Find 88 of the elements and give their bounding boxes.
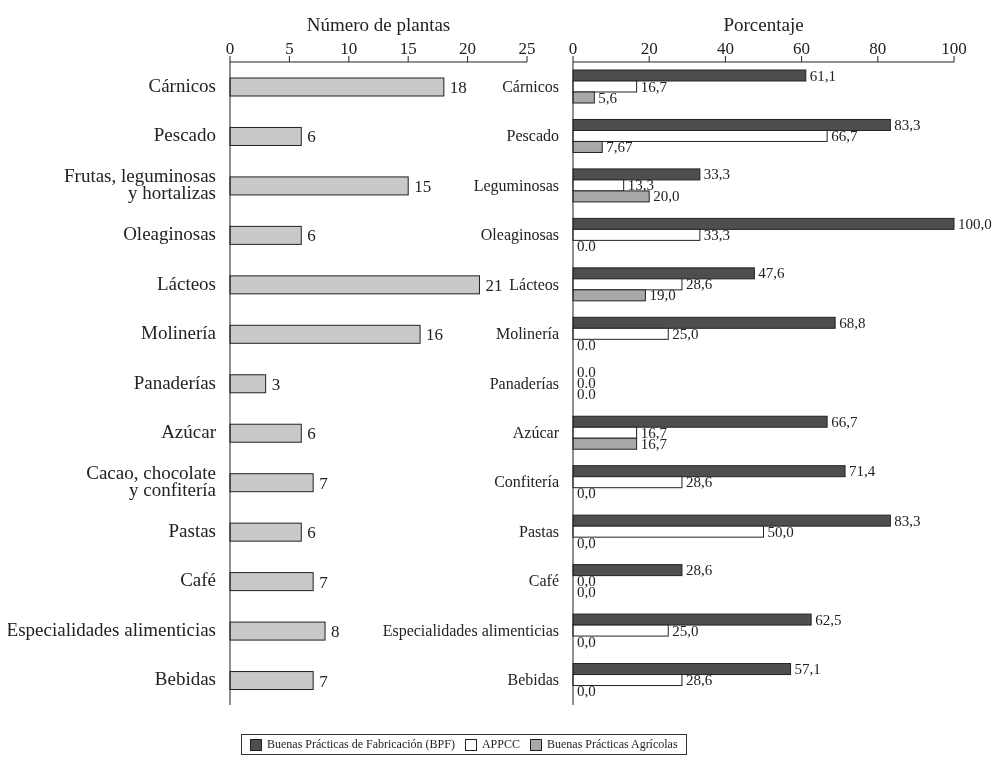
y-tick-label: Especialidades alimenticias — [382, 621, 559, 640]
chart-title: Porcentaje — [722, 14, 805, 36]
data-label: 62,5 — [815, 611, 842, 628]
y-tick-label: Pescado — [506, 127, 559, 145]
data-label: 18 — [449, 78, 467, 98]
data-label: 6 — [307, 226, 316, 246]
data-label: 66,7 — [831, 413, 858, 430]
y-tick-label: Leguminosas — [473, 176, 559, 195]
y-tick-label: Azúcar — [512, 423, 560, 441]
y-tick-label: Panaderías — [489, 374, 559, 392]
data-label: 7 — [319, 671, 329, 691]
data-label: 28,6 — [685, 672, 713, 689]
data-label: 68,8 — [839, 314, 866, 331]
data-label: 16 — [426, 325, 444, 345]
data-label: 0,0 — [577, 534, 596, 551]
data-label: 5,6 — [598, 89, 618, 106]
x-tick-label: 15 — [399, 39, 417, 58]
y-tick-label: Frutas, leguminosas y hortalizas — [64, 165, 216, 204]
data-label: 6 — [307, 523, 316, 543]
y-tick-label: Pastas — [168, 519, 216, 541]
data-label: 0,0 — [577, 485, 596, 502]
data-label: 16,7 — [640, 78, 668, 95]
data-label: 28,6 — [685, 562, 713, 579]
data-label: 6 — [307, 424, 316, 444]
data-label: 19,0 — [649, 287, 676, 304]
y-tick-label: Molinería — [495, 325, 559, 343]
x-tick-label: 10 — [340, 39, 358, 58]
data-label: 0,0 — [577, 633, 596, 650]
data-label: 83,3 — [894, 116, 921, 133]
data-label: 33,3 — [703, 166, 731, 183]
data-label: 8 — [331, 622, 340, 642]
data-label: 25,0 — [672, 325, 699, 342]
data-label: 50,0 — [767, 523, 794, 540]
y-tick-label: Azúcar — [161, 420, 217, 442]
x-tick-label: 0 — [568, 39, 578, 58]
data-label: 25,0 — [672, 622, 699, 639]
x-tick-label: 20 — [459, 39, 477, 58]
data-label: 61,1 — [809, 67, 837, 84]
y-tick-label: Cacao, chocolate y confitería — [86, 461, 217, 500]
data-label: 0.0 — [577, 237, 596, 254]
data-label: 7,67 — [606, 138, 633, 155]
y-tick-label: Molinería — [141, 322, 217, 344]
legend-label: APPCC — [480, 737, 520, 752]
x-tick-label: 80 — [869, 39, 887, 58]
data-label: 28,6 — [685, 276, 713, 293]
data-label: 66,7 — [831, 127, 858, 144]
data-label: 100,0 — [958, 215, 992, 232]
x-tick-label: 5 — [285, 39, 294, 58]
y-tick-label: Café — [528, 572, 559, 590]
data-label: 28,6 — [685, 474, 713, 491]
data-label: 57,1 — [794, 661, 821, 678]
y-tick-label: Confitería — [494, 473, 559, 491]
y-tick-label: Especialidades alimenticias — [6, 618, 216, 640]
data-label: 83,3 — [894, 512, 921, 529]
x-tick-label: 0 — [225, 39, 235, 58]
data-label: 15 — [414, 176, 432, 196]
data-label: 71,4 — [849, 463, 876, 480]
y-tick-label: Lácteos — [509, 275, 559, 293]
data-label: 21 — [485, 275, 503, 295]
y-tick-label: Pastas — [519, 522, 559, 540]
chart-title: Número de plantas — [305, 14, 452, 36]
y-tick-label: Pescado — [153, 124, 216, 146]
data-label: 33,3 — [703, 226, 731, 243]
data-label: 3 — [271, 374, 281, 394]
x-tick-label: 25 — [518, 39, 536, 58]
data-label: 0,0 — [577, 683, 596, 700]
legend-label: Buenas Prácticas Agrícolas — [546, 737, 678, 752]
y-tick-label: Lácteos — [156, 272, 216, 294]
x-tick-label: 60 — [793, 39, 811, 58]
legend-label: Buenas Prácticas de Fabricación (BPF) — [266, 737, 455, 752]
data-label: 7 — [319, 572, 329, 592]
data-label: 47,6 — [758, 265, 786, 282]
data-label: 0.0 — [577, 336, 596, 353]
data-label: 20,0 — [653, 188, 680, 205]
data-label: 13,3 — [627, 177, 654, 194]
x-tick-label: 40 — [716, 39, 734, 58]
y-tick-label: Café — [180, 569, 216, 591]
x-tick-label: 100 — [941, 39, 967, 58]
data-label: 7 — [319, 473, 329, 493]
y-tick-label: Bebidas — [154, 668, 216, 690]
y-tick-label: Cárnicos — [502, 77, 559, 95]
data-label: 6 — [307, 127, 316, 147]
y-tick-label: Cárnicos — [148, 74, 216, 96]
y-tick-label: Oleaginosas — [480, 226, 559, 245]
x-tick-label: 20 — [640, 39, 658, 58]
y-tick-label: Panaderías — [133, 371, 216, 393]
y-tick-label: Oleaginosas — [123, 223, 216, 245]
y-tick-label: Bebidas — [507, 671, 559, 689]
